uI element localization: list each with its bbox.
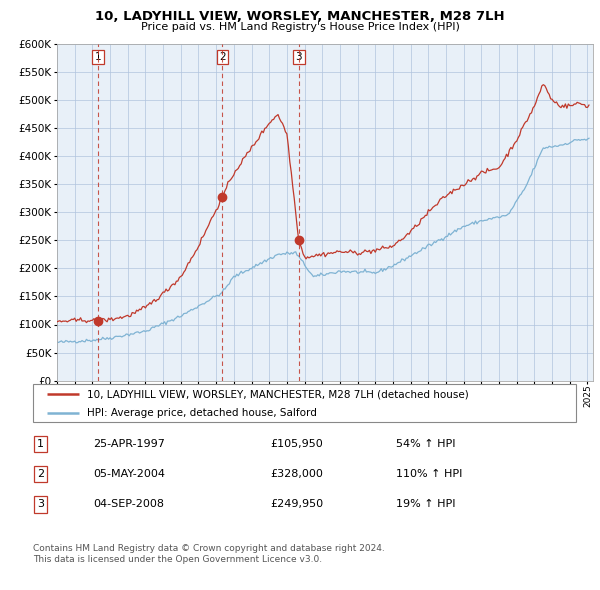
FancyBboxPatch shape (33, 384, 576, 422)
Text: 3: 3 (37, 500, 44, 509)
Text: 1: 1 (95, 52, 101, 62)
Text: £249,950: £249,950 (270, 500, 323, 509)
Text: 110% ↑ HPI: 110% ↑ HPI (396, 470, 463, 479)
Text: 05-MAY-2004: 05-MAY-2004 (93, 470, 165, 479)
Text: 1: 1 (37, 440, 44, 449)
Text: This data is licensed under the Open Government Licence v3.0.: This data is licensed under the Open Gov… (33, 555, 322, 563)
Text: 54% ↑ HPI: 54% ↑ HPI (396, 440, 455, 449)
Text: 04-SEP-2008: 04-SEP-2008 (93, 500, 164, 509)
Text: Price paid vs. HM Land Registry's House Price Index (HPI): Price paid vs. HM Land Registry's House … (140, 22, 460, 32)
Text: 3: 3 (296, 52, 302, 62)
Text: HPI: Average price, detached house, Salford: HPI: Average price, detached house, Salf… (88, 408, 317, 418)
Text: 19% ↑ HPI: 19% ↑ HPI (396, 500, 455, 509)
Text: 2: 2 (37, 470, 44, 479)
Text: £105,950: £105,950 (270, 440, 323, 449)
Text: 10, LADYHILL VIEW, WORSLEY, MANCHESTER, M28 7LH (detached house): 10, LADYHILL VIEW, WORSLEY, MANCHESTER, … (88, 389, 469, 399)
Text: 25-APR-1997: 25-APR-1997 (93, 440, 165, 449)
Text: Contains HM Land Registry data © Crown copyright and database right 2024.: Contains HM Land Registry data © Crown c… (33, 544, 385, 553)
Text: £328,000: £328,000 (270, 470, 323, 479)
Text: 2: 2 (219, 52, 226, 62)
Text: 10, LADYHILL VIEW, WORSLEY, MANCHESTER, M28 7LH: 10, LADYHILL VIEW, WORSLEY, MANCHESTER, … (95, 10, 505, 23)
